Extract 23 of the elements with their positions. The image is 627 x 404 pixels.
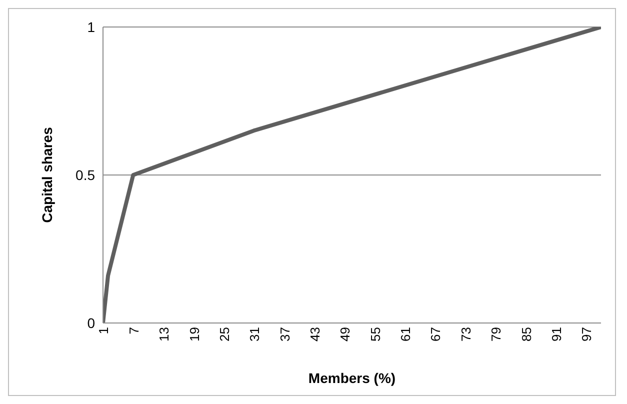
x-tick-label: 43 bbox=[308, 327, 323, 342]
x-tick-label: 13 bbox=[156, 327, 172, 342]
x-tick-label: 67 bbox=[428, 327, 444, 342]
x-tick-label: 79 bbox=[488, 327, 504, 342]
x-tick-label: 85 bbox=[518, 327, 534, 342]
x-tick-label: 1 bbox=[96, 327, 112, 334]
x-tick-label: 91 bbox=[548, 327, 564, 342]
x-tick-label: 19 bbox=[186, 327, 202, 342]
x-tick-label: 55 bbox=[368, 327, 383, 342]
x-tick-label: 73 bbox=[458, 327, 474, 342]
line-series bbox=[103, 27, 601, 323]
y-tick-label: 0.5 bbox=[76, 166, 96, 183]
x-tick-label: 31 bbox=[247, 327, 262, 342]
y-tick-label: 1 bbox=[87, 18, 96, 35]
y-tick-label: 0 bbox=[87, 314, 96, 331]
x-tick-label: 25 bbox=[216, 327, 232, 342]
x-tick-label: 49 bbox=[338, 327, 353, 342]
x-tick-label: 7 bbox=[126, 327, 142, 334]
x-axis-title: Members (%) bbox=[308, 370, 396, 386]
x-tick-label: 37 bbox=[277, 327, 292, 342]
x-tick-label: 97 bbox=[579, 327, 594, 342]
y-axis-title: Capital shares bbox=[38, 126, 55, 223]
x-tick-label: 61 bbox=[398, 327, 414, 342]
